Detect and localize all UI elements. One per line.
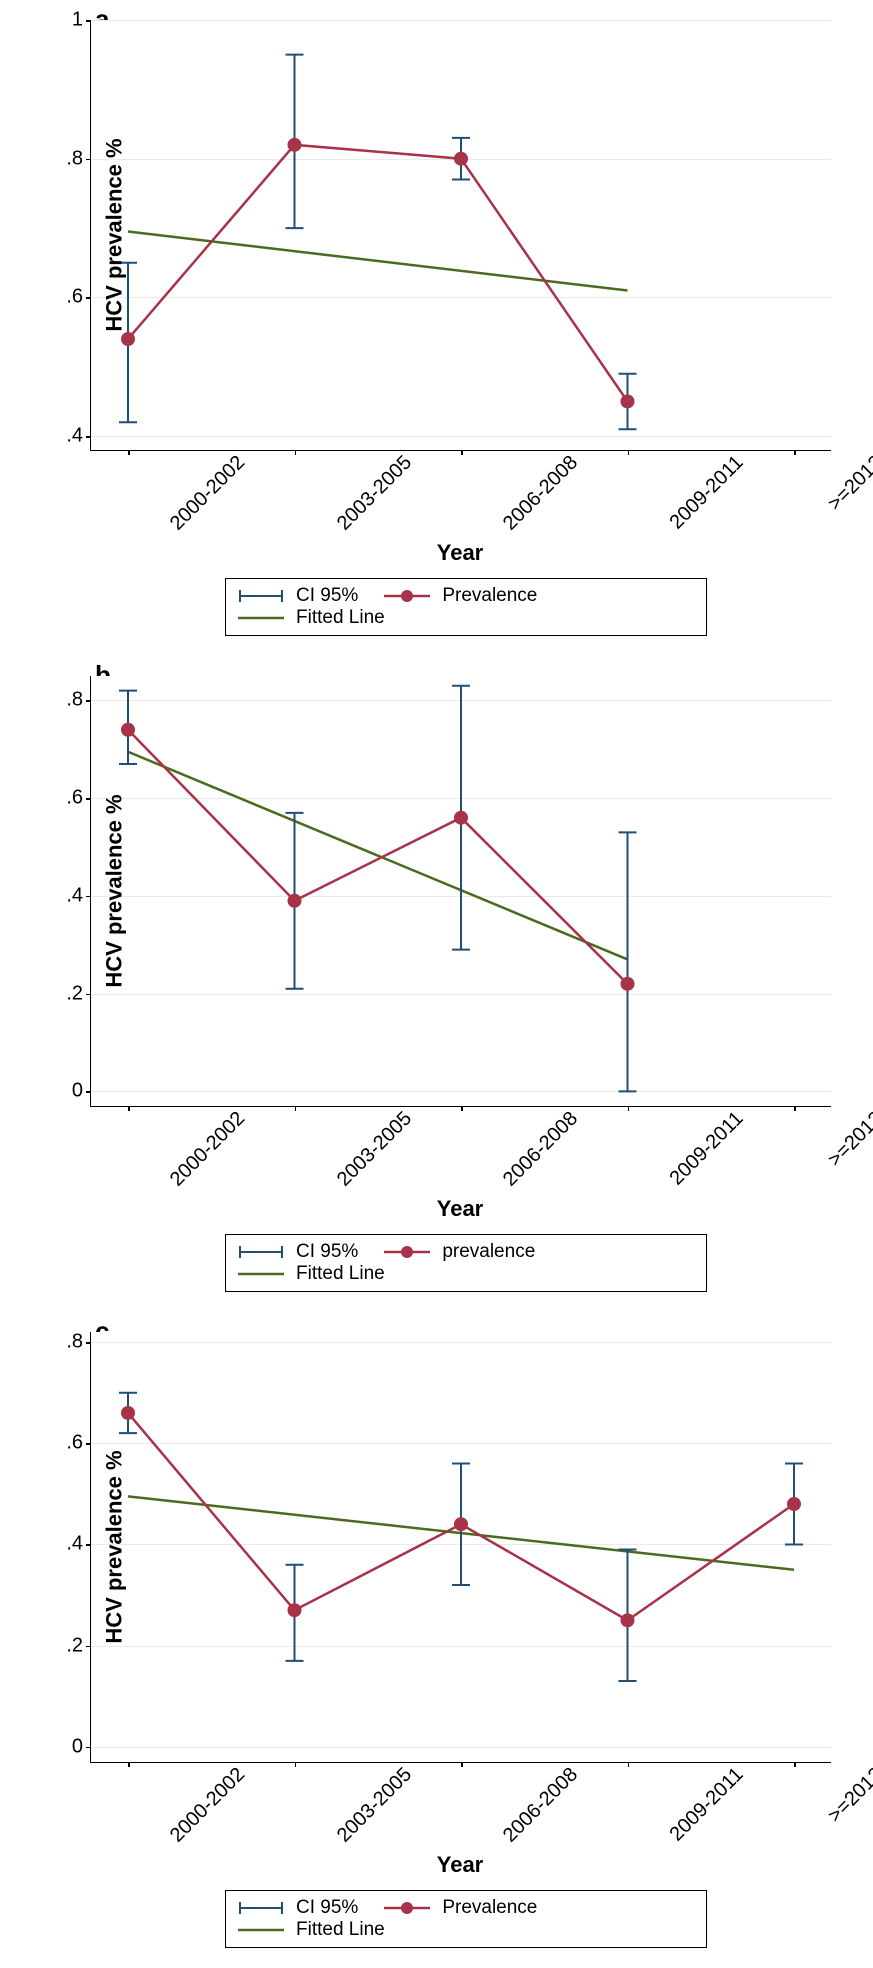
legend-label: Fitted Line — [296, 1263, 385, 1285]
y-tick-label: .4 — [66, 425, 91, 448]
x-tick-label: >=2012 — [824, 451, 873, 515]
legend-label: CI 95% — [296, 1897, 358, 1919]
legend-label: Fitted Line — [296, 1919, 385, 1941]
legend: CI 95% Prevalence Fitted Line — [225, 578, 707, 636]
x-tick-label: 2003-2005 — [332, 1763, 416, 1847]
prevalence-line — [128, 145, 628, 402]
y-tick-label: 1 — [72, 9, 91, 32]
legend: CI 95% Prevalence Fitted Line — [225, 1890, 707, 1948]
legend-label: CI 95% — [296, 585, 358, 607]
prevalence-marker — [621, 1613, 635, 1627]
x-tick-label: 2003-2005 — [332, 1107, 416, 1191]
legend-item-ci: CI 95% — [236, 585, 358, 607]
prevalence-marker — [288, 1603, 302, 1617]
y-tick-label: .4 — [66, 1533, 91, 1556]
x-tick-label: 2000-2002 — [166, 1107, 250, 1191]
chart-panel-a: a.4.6.812000-20022003-20052006-20082009-… — [0, 0, 873, 656]
y-tick-label: 0 — [72, 1735, 91, 1758]
legend-item-ci: CI 95% — [236, 1241, 358, 1263]
x-axis-label: Year — [437, 540, 484, 566]
prevalence-marker — [454, 152, 468, 166]
y-tick-label: .6 — [66, 787, 91, 810]
prevalence-marker — [621, 977, 635, 991]
chart-svg — [91, 676, 831, 1106]
y-tick-label: .2 — [66, 982, 91, 1005]
prevalence-marker — [787, 1497, 801, 1511]
x-tick-label: 2009-2011 — [665, 1107, 748, 1190]
prevalence-marker — [454, 811, 468, 825]
y-axis-label: HCV prevalence % — [102, 138, 128, 331]
x-tick-label: 2003-2005 — [332, 451, 416, 535]
legend-item-prevalence: Prevalence — [382, 585, 537, 607]
chart-svg — [91, 20, 831, 450]
chart-panel-c: c0.2.4.6.82000-20022003-20052006-2008200… — [0, 1312, 873, 1968]
legend-item-ci: CI 95% — [236, 1897, 358, 1919]
y-tick-label: .8 — [66, 147, 91, 170]
y-tick-label: .2 — [66, 1634, 91, 1657]
y-tick-label: 0 — [72, 1080, 91, 1103]
legend-item-fitted: Fitted Line — [236, 607, 385, 629]
legend-item-fitted: Fitted Line — [236, 1919, 385, 1941]
legend-label: prevalence — [442, 1241, 535, 1263]
legend: CI 95% prevalence Fitted Line — [225, 1234, 707, 1292]
legend-label: Prevalence — [442, 585, 537, 607]
x-axis-label: Year — [437, 1196, 484, 1222]
y-axis-label: HCV prevalence % — [102, 1450, 128, 1643]
chart-svg — [91, 1332, 831, 1762]
prevalence-marker — [288, 894, 302, 908]
plot-area: 0.2.4.6.82000-20022003-20052006-20082009… — [90, 1332, 831, 1763]
y-axis-label: HCV prevalence % — [102, 794, 128, 987]
prevalence-marker — [288, 138, 302, 152]
y-tick-label: .4 — [66, 884, 91, 907]
prevalence-marker — [621, 394, 635, 408]
x-tick-label: 2000-2002 — [166, 1763, 250, 1847]
y-tick-label: .8 — [66, 689, 91, 712]
chart-panel-b: b0.2.4.6.82000-20022003-20052006-2008200… — [0, 656, 873, 1312]
x-tick-label: 2006-2008 — [499, 1763, 583, 1847]
plot-area: 0.2.4.6.82000-20022003-20052006-20082009… — [90, 676, 831, 1107]
legend-item-fitted: Fitted Line — [236, 1263, 385, 1285]
legend-item-prevalence: prevalence — [382, 1241, 535, 1263]
y-tick-label: .6 — [66, 1432, 91, 1455]
legend-item-prevalence: Prevalence — [382, 1897, 537, 1919]
x-tick-label: 2009-2011 — [665, 1763, 748, 1846]
prevalence-marker — [454, 1517, 468, 1531]
y-tick-label: .6 — [66, 286, 91, 309]
x-axis-label: Year — [437, 1852, 484, 1878]
legend-label: Prevalence — [442, 1897, 537, 1919]
x-tick-label: 2000-2002 — [166, 451, 250, 535]
figure-container: a.4.6.812000-20022003-20052006-20082009-… — [0, 0, 873, 1968]
fitted-line — [128, 752, 628, 960]
plot-area: .4.6.812000-20022003-20052006-20082009-2… — [90, 20, 831, 451]
x-tick-label: >=2012 — [824, 1107, 873, 1171]
x-tick-label: 2006-2008 — [499, 1107, 583, 1191]
legend-label: Fitted Line — [296, 607, 385, 629]
x-tick-label: 2006-2008 — [499, 451, 583, 535]
prevalence-marker — [121, 332, 135, 346]
prevalence-marker — [121, 1406, 135, 1420]
fitted-line — [128, 232, 628, 291]
y-tick-label: .8 — [66, 1331, 91, 1354]
x-tick-label: >=2012 — [824, 1763, 873, 1827]
legend-label: CI 95% — [296, 1241, 358, 1263]
prevalence-marker — [121, 723, 135, 737]
x-tick-label: 2009-2011 — [665, 451, 748, 534]
